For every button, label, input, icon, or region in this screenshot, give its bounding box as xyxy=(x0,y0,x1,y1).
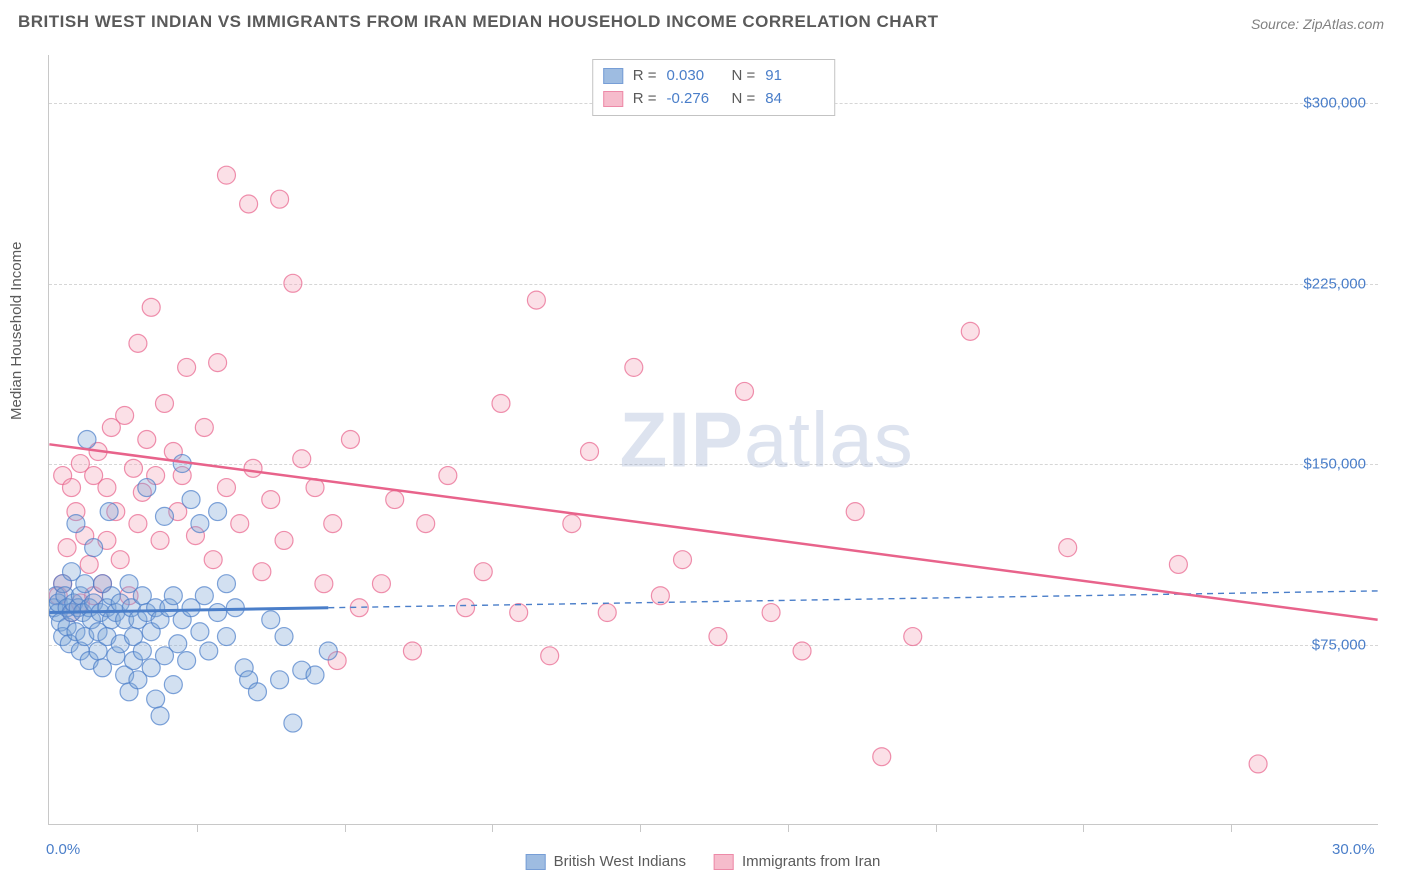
swatch-bottom-b xyxy=(714,854,734,870)
n-label-b: N = xyxy=(732,88,756,111)
x-tick-max: 30.0% xyxy=(1332,841,1375,858)
x-tick xyxy=(1083,824,1084,832)
r-value-a: 0.030 xyxy=(667,65,722,88)
legend-item-b: Immigrants from Iran xyxy=(714,853,880,870)
source-value: ZipAtlas.com xyxy=(1303,16,1384,32)
x-tick xyxy=(1231,824,1232,832)
x-tick xyxy=(197,824,198,832)
x-tick xyxy=(345,824,346,832)
x-tick xyxy=(936,824,937,832)
n-label-a: N = xyxy=(732,65,756,88)
correlation-legend-box: R = 0.030 N = 91 R = -0.276 N = 84 xyxy=(592,59,836,116)
legend-row-series-a: R = 0.030 N = 91 xyxy=(603,65,821,88)
chart-plot-area: ZIPatlas R = 0.030 N = 91 R = -0.276 N =… xyxy=(48,55,1378,825)
x-tick xyxy=(640,824,641,832)
n-value-b: 84 xyxy=(765,88,820,111)
x-tick xyxy=(492,824,493,832)
legend-label-b: Immigrants from Iran xyxy=(742,853,880,870)
swatch-bottom-a xyxy=(526,854,546,870)
swatch-series-a xyxy=(603,68,623,84)
scatter-svg xyxy=(49,55,1378,824)
chart-title: BRITISH WEST INDIAN VS IMMIGRANTS FROM I… xyxy=(18,12,939,32)
legend-row-series-b: R = -0.276 N = 84 xyxy=(603,88,821,111)
r-label-b: R = xyxy=(633,88,657,111)
legend-item-a: British West Indians xyxy=(526,853,686,870)
legend-label-a: British West Indians xyxy=(554,853,686,870)
y-axis-label: Median Household Income xyxy=(8,242,25,420)
source-label: Source: xyxy=(1251,16,1303,32)
series-legend: British West Indians Immigrants from Ira… xyxy=(526,853,881,870)
x-tick-min: 0.0% xyxy=(46,841,80,858)
r-label-a: R = xyxy=(633,65,657,88)
r-value-b: -0.276 xyxy=(667,88,722,111)
source-attribution: Source: ZipAtlas.com xyxy=(1251,16,1384,32)
swatch-series-b xyxy=(603,91,623,107)
x-tick xyxy=(788,824,789,832)
n-value-a: 91 xyxy=(765,65,820,88)
